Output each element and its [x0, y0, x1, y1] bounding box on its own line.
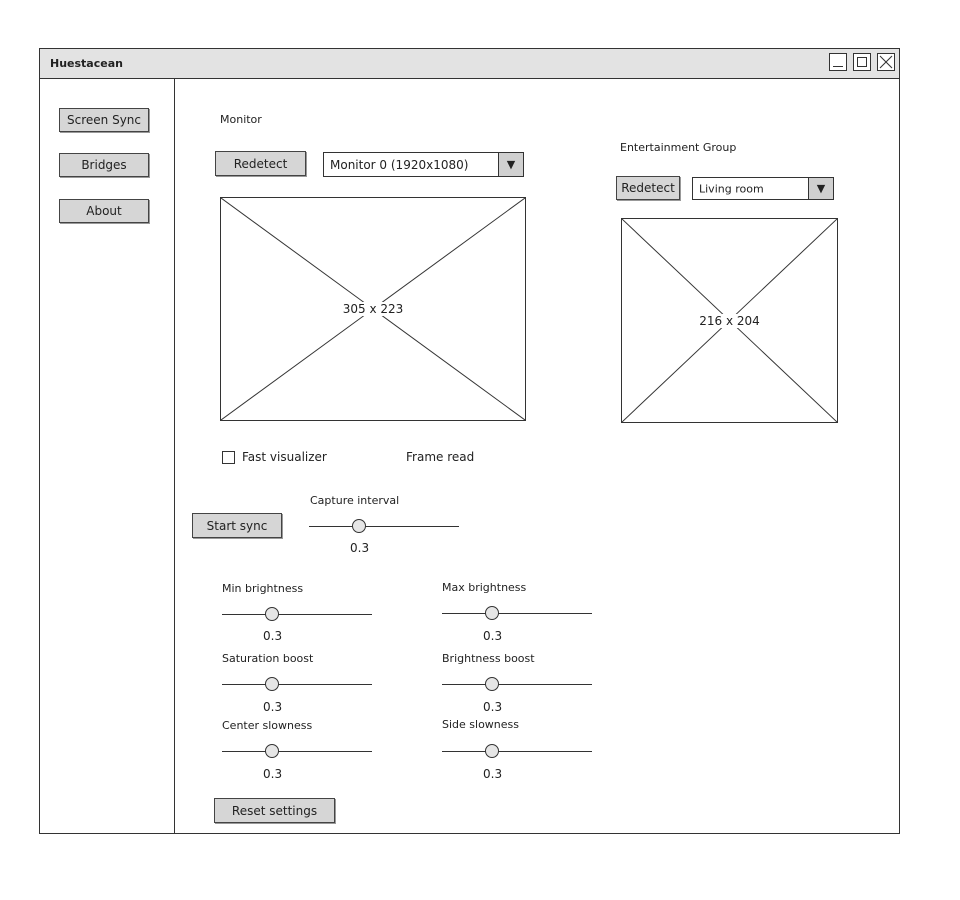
capture-interval-value: 0.3: [350, 541, 370, 555]
saturation-boost-label: Saturation boost: [222, 652, 314, 665]
center-slowness-label: Center slowness: [222, 719, 313, 732]
sidebar-item-label: Screen Sync: [67, 113, 141, 127]
sidebar-item-bridges[interactable]: Bridges: [59, 153, 149, 177]
min-brightness-value: 0.3: [263, 629, 283, 643]
minimize-icon: [833, 66, 843, 67]
brightness-boost-label: Brightness boost: [442, 652, 535, 665]
start-sync-button[interactable]: Start sync: [192, 513, 282, 538]
center-slowness-value: 0.3: [263, 767, 283, 781]
sidebar-item-about[interactable]: About: [59, 199, 149, 223]
monitor-redetect-button[interactable]: Redetect: [215, 151, 306, 176]
entertainment-group-label: Entertainment Group: [620, 141, 737, 154]
slider-knob[interactable]: [351, 519, 366, 533]
slider-track: [222, 684, 372, 685]
max-brightness-value: 0.3: [483, 629, 503, 643]
monitor-select-value: Monitor 0 (1920x1080): [330, 157, 469, 172]
slider-knob[interactable]: [264, 677, 279, 691]
entertainment-preview: 216 x 204: [621, 218, 838, 423]
slider-knob[interactable]: [264, 744, 279, 758]
side-slowness-value: 0.3: [483, 767, 503, 781]
entertainment-group-select[interactable]: Living room ▼: [692, 177, 834, 200]
min-brightness-slider[interactable]: [222, 606, 372, 622]
sidebar: Screen Sync Bridges About: [40, 79, 175, 833]
sidebar-item-screen-sync[interactable]: Screen Sync: [59, 108, 149, 132]
fast-visualizer-checkbox[interactable]: [222, 451, 235, 464]
close-icon: [879, 55, 893, 69]
slider-track: [309, 526, 459, 527]
reset-settings-button[interactable]: Reset settings: [214, 798, 335, 823]
monitor-redetect-label: Redetect: [233, 156, 288, 171]
slider-track: [222, 751, 372, 752]
minimize-button[interactable]: [829, 53, 847, 71]
entertainment-redetect-button[interactable]: Redetect: [616, 176, 680, 200]
slider-track: [442, 684, 592, 685]
frame-read-label: Frame read: [406, 450, 475, 464]
saturation-boost-value: 0.3: [263, 700, 283, 714]
center-slowness-slider[interactable]: [222, 743, 372, 759]
entertainment-preview-size: 216 x 204: [698, 313, 761, 328]
maximize-button[interactable]: [853, 53, 871, 71]
monitor-select[interactable]: Monitor 0 (1920x1080) ▼: [323, 152, 524, 177]
side-slowness-slider[interactable]: [442, 743, 592, 759]
max-brightness-label: Max brightness: [442, 581, 527, 594]
title-bar: Huestacean: [40, 49, 899, 79]
side-slowness-label: Side slowness: [442, 718, 519, 731]
maximize-icon: [857, 57, 867, 67]
reset-settings-label: Reset settings: [231, 803, 318, 818]
monitor-preview-size: 305 x 223: [341, 302, 405, 316]
monitor-label: Monitor: [220, 113, 262, 126]
window-title: Huestacean: [50, 57, 123, 70]
max-brightness-slider[interactable]: [442, 605, 592, 621]
entertainment-select-value: Living room: [699, 182, 764, 195]
monitor-preview: 305 x 223: [220, 197, 526, 421]
slider-track: [222, 614, 372, 615]
close-button[interactable]: [877, 53, 895, 71]
saturation-boost-slider[interactable]: [222, 676, 372, 692]
slider-knob[interactable]: [484, 744, 499, 758]
slider-knob[interactable]: [484, 606, 499, 620]
brightness-boost-slider[interactable]: [442, 676, 592, 692]
sidebar-item-label: About: [86, 204, 122, 218]
capture-interval-slider[interactable]: [309, 518, 459, 534]
chevron-down-icon: ▼: [498, 153, 523, 176]
fast-visualizer-label: Fast visualizer: [242, 450, 327, 464]
slider-track: [442, 613, 592, 614]
capture-interval-label: Capture interval: [310, 494, 400, 507]
sidebar-item-label: Bridges: [81, 158, 127, 172]
slider-knob[interactable]: [264, 607, 279, 621]
chevron-down-icon: ▼: [808, 178, 833, 199]
slider-knob[interactable]: [484, 677, 499, 691]
slider-track: [442, 751, 592, 752]
entertainment-redetect-label: Redetect: [621, 181, 675, 195]
brightness-boost-value: 0.3: [483, 700, 503, 714]
start-sync-label: Start sync: [206, 518, 268, 533]
min-brightness-label: Min brightness: [222, 582, 304, 595]
